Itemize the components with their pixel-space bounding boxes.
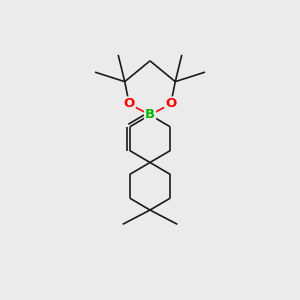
Text: B: B xyxy=(145,108,155,122)
Text: O: O xyxy=(165,98,176,110)
Text: O: O xyxy=(124,98,135,110)
